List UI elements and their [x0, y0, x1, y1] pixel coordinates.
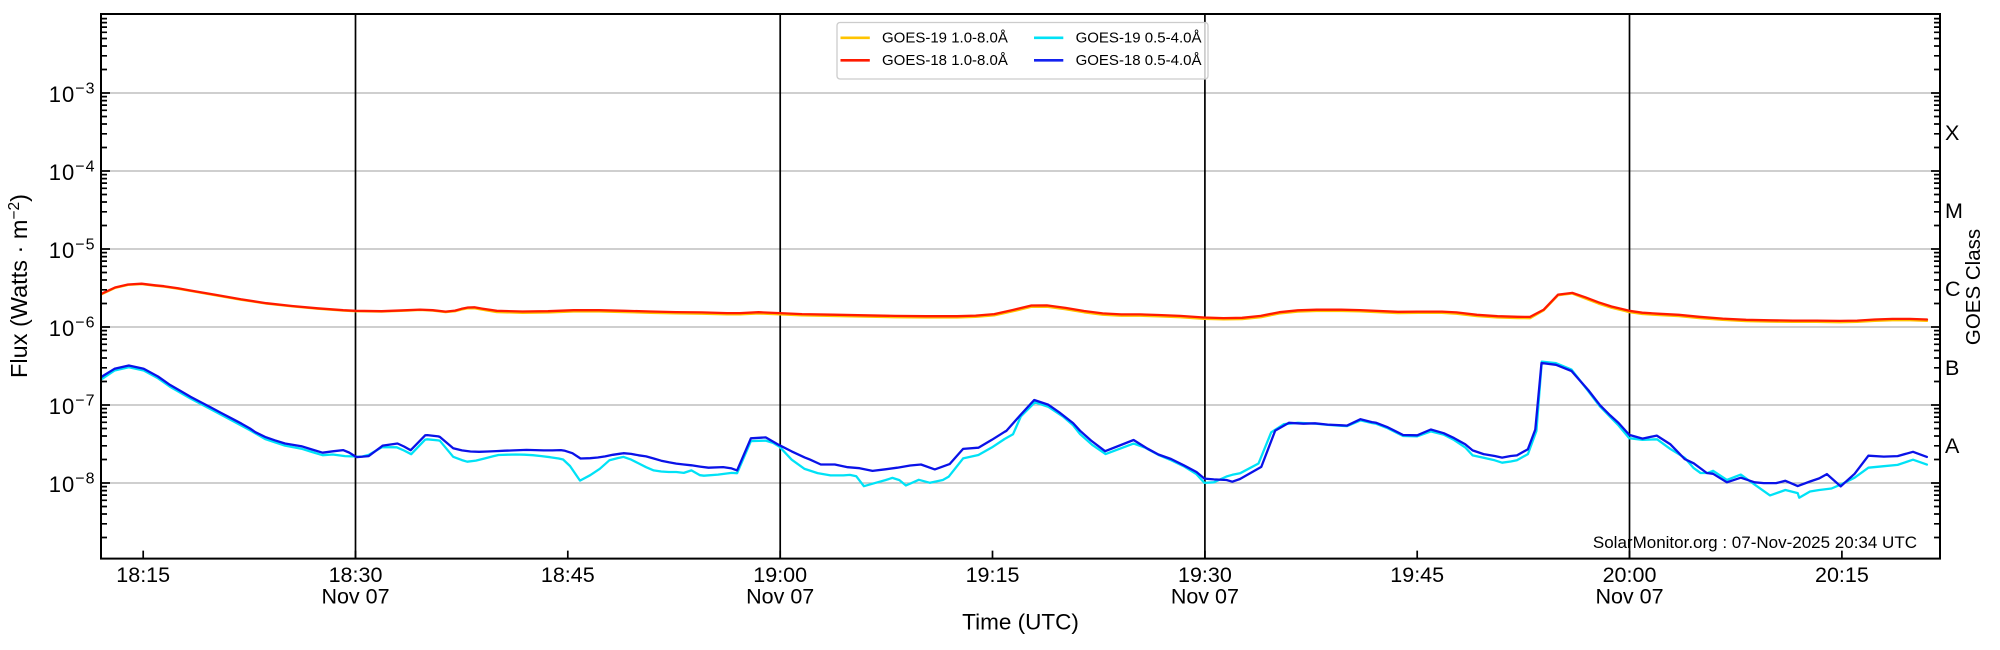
svg-text:19:30: 19:30 — [1178, 563, 1232, 587]
svg-text:Nov 07: Nov 07 — [746, 585, 814, 609]
svg-text:18:45: 18:45 — [541, 563, 595, 587]
svg-text:M: M — [1945, 199, 1963, 223]
svg-text:Nov 07: Nov 07 — [1595, 585, 1663, 609]
svg-text:GOES-18 0.5-4.0Å: GOES-18 0.5-4.0Å — [1076, 52, 1202, 69]
svg-text:18:30: 18:30 — [329, 563, 383, 587]
svg-text:19:00: 19:00 — [753, 563, 807, 587]
svg-text:10−3: 10−3 — [49, 81, 96, 108]
svg-text:A: A — [1945, 434, 1960, 458]
svg-text:Nov 07: Nov 07 — [1171, 585, 1239, 609]
svg-text:Time (UTC): Time (UTC) — [962, 610, 1079, 635]
svg-text:GOES Class: GOES Class — [1962, 229, 1985, 345]
svg-text:19:45: 19:45 — [1390, 563, 1444, 587]
svg-text:GOES-19 1.0-8.0Å: GOES-19 1.0-8.0Å — [882, 30, 1008, 47]
svg-text:Nov 07: Nov 07 — [321, 585, 389, 609]
svg-text:B: B — [1945, 356, 1959, 380]
svg-text:18:15: 18:15 — [116, 563, 170, 587]
svg-text:GOES-19 0.5-4.0Å: GOES-19 0.5-4.0Å — [1076, 30, 1202, 47]
svg-text:20:00: 20:00 — [1603, 563, 1657, 587]
svg-text:20:15: 20:15 — [1815, 563, 1869, 587]
svg-text:19:15: 19:15 — [966, 563, 1020, 587]
svg-text:X: X — [1945, 121, 1959, 145]
svg-text:Flux (Watts · m−2): Flux (Watts · m−2) — [6, 194, 32, 378]
svg-text:C: C — [1945, 277, 1961, 301]
svg-text:GOES-18 1.0-8.0Å: GOES-18 1.0-8.0Å — [882, 52, 1008, 69]
svg-text:SolarMonitor.org : 07-Nov-2025: SolarMonitor.org : 07-Nov-2025 20:34 UTC — [1593, 533, 1917, 552]
